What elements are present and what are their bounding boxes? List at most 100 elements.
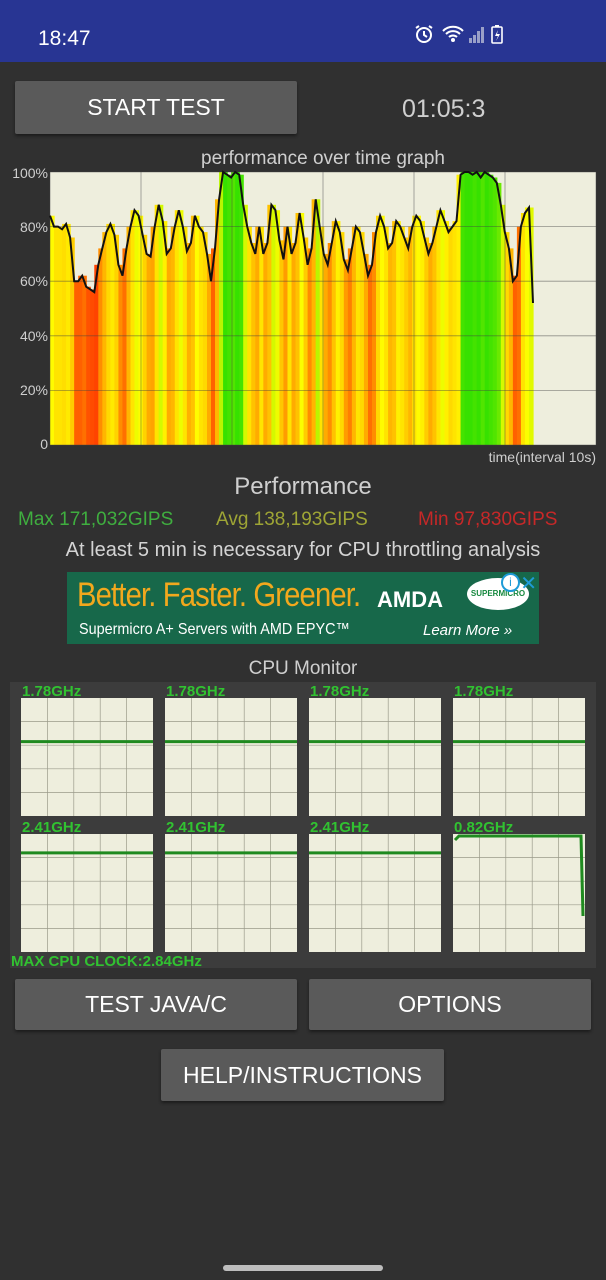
graph-stripe (146, 253, 152, 445)
graph-stripe (275, 210, 281, 445)
graph-stripe (512, 275, 518, 445)
graph-stripe (94, 264, 99, 445)
graph-stripe (327, 243, 333, 445)
elapsed-timer: 01:05:3 (402, 95, 486, 123)
graph-stripe (174, 210, 180, 445)
cpu-core-2: 1.78GHz (309, 683, 441, 816)
cpu-core-plot (453, 698, 585, 816)
y-tick-80: 80% (20, 219, 48, 235)
cpu-core-freq: 1.78GHz (310, 683, 369, 700)
graph-stripe (190, 215, 196, 445)
graph-stripe (492, 177, 498, 445)
graph-gridlines (49, 171, 597, 446)
cpu-monitor-panel: 1.78GHz 1.78GHz 1.78GHz 1.78GHz 2.41GHz 2.41G… (10, 682, 596, 968)
graph-stripe (106, 223, 111, 445)
signal-icon (469, 27, 484, 43)
x-axis-label: time(interval 10s) (489, 449, 596, 465)
graph-stripe (468, 172, 474, 445)
graph-stripe (78, 275, 83, 445)
graph-stripe (158, 204, 164, 445)
ad-learn-more[interactable]: Learn More » (423, 622, 513, 639)
cpu-core-3: 1.78GHz (453, 683, 585, 816)
graph-stripe (444, 221, 450, 445)
cpu-core-freq: 1.78GHz (166, 683, 225, 700)
graph-stripe (215, 199, 220, 445)
graph-stripe (323, 253, 329, 445)
graph-stripe (524, 207, 530, 445)
status-bar: 18:47 (0, 0, 606, 62)
graph-stripe (271, 204, 277, 445)
graph-stripe (142, 234, 148, 445)
cpu-monitor-title: CPU Monitor (248, 658, 358, 679)
graph-title: performance over time graph (201, 148, 445, 169)
graph-stripe (335, 221, 341, 445)
cpu-freq-line (453, 834, 585, 917)
graph-stripe (251, 243, 256, 445)
graph-stripe (122, 248, 128, 445)
ad-banner[interactable]: Better. Faster. Greener. Supermicro A+ S… (67, 572, 539, 644)
graph-stripe (472, 172, 478, 445)
performance-title: Performance (234, 473, 372, 500)
graph-stripe (114, 234, 120, 445)
graph-stripe (291, 243, 297, 445)
graph-stripe (367, 264, 373, 445)
cpu-core-6: 2.41GHz (309, 819, 441, 952)
cpu-core-plot (21, 698, 153, 816)
cpu-core-0: 1.78GHz (21, 683, 153, 816)
graph-stripe (62, 223, 67, 445)
y-tick-0: 0 (40, 436, 48, 452)
graph-stripe (66, 223, 71, 445)
graph-stripe (227, 174, 232, 445)
amd-logo: AMDA (377, 587, 443, 612)
cpu-core-1: 1.78GHz (165, 683, 297, 816)
performance-graph: 100% 80% 60% 40% 20% 0 time(interval 10s… (12, 165, 597, 465)
graph-stripe (70, 237, 75, 445)
graph-stripe (504, 232, 510, 445)
graph-stripe (339, 232, 345, 445)
graph-stripe (74, 281, 79, 445)
graph-stripe (476, 172, 482, 445)
home-indicator[interactable] (223, 1265, 383, 1271)
graph-stripe (480, 172, 486, 445)
ad-info-icon[interactable]: i (501, 573, 520, 592)
graph-stripe (82, 275, 87, 445)
graph-stripe (363, 253, 369, 445)
graph-stripe (134, 210, 140, 445)
options-button[interactable]: OPTIONS (309, 979, 591, 1030)
graph-stripe (376, 215, 381, 445)
graph-stripe (416, 215, 421, 445)
graph-stripe (496, 182, 502, 445)
graph-stripe (118, 264, 124, 445)
test-java-c-button[interactable]: TEST JAVA/C (15, 979, 297, 1030)
graph-stripe (460, 172, 466, 445)
graph-stripe (194, 215, 200, 445)
cpu-core-freq: 0.82GHz (454, 819, 513, 836)
graph-stripe (428, 243, 433, 445)
graph-stripe (484, 172, 490, 445)
graph-stripe (500, 204, 506, 445)
y-tick-60: 60% (20, 273, 48, 289)
ad-headline: Better. Faster. Greener. (77, 576, 361, 614)
graph-stripe (243, 204, 248, 445)
help-instructions-button[interactable]: HELP/INSTRUCTIONS (161, 1049, 444, 1101)
graph-stripe (508, 248, 514, 445)
graph-stripe (359, 232, 365, 445)
graph-stripe (331, 221, 337, 445)
graph-stripe (424, 237, 429, 445)
graph-stripe (440, 210, 446, 445)
y-tick-20: 20% (20, 382, 48, 398)
graph-stripe (231, 172, 236, 445)
graph-stripe (178, 210, 184, 445)
cpu-core-freq: 1.78GHz (454, 683, 513, 700)
ad-close-icon[interactable]: ✕ (520, 573, 537, 595)
graph-stripe (202, 232, 208, 445)
graph-stripe (263, 243, 268, 445)
graph-stripe (235, 172, 240, 445)
ad-subline: Supermicro A+ Servers with AMD EPYC™ (79, 621, 350, 638)
max-performance: Max 171,032GIPS (18, 509, 174, 530)
graph-stripe (211, 248, 216, 445)
cpu-core-plot (453, 834, 585, 952)
start-test-button[interactable]: START TEST (15, 81, 297, 134)
graph-stripe (102, 232, 107, 445)
graph-stripe (456, 174, 462, 445)
